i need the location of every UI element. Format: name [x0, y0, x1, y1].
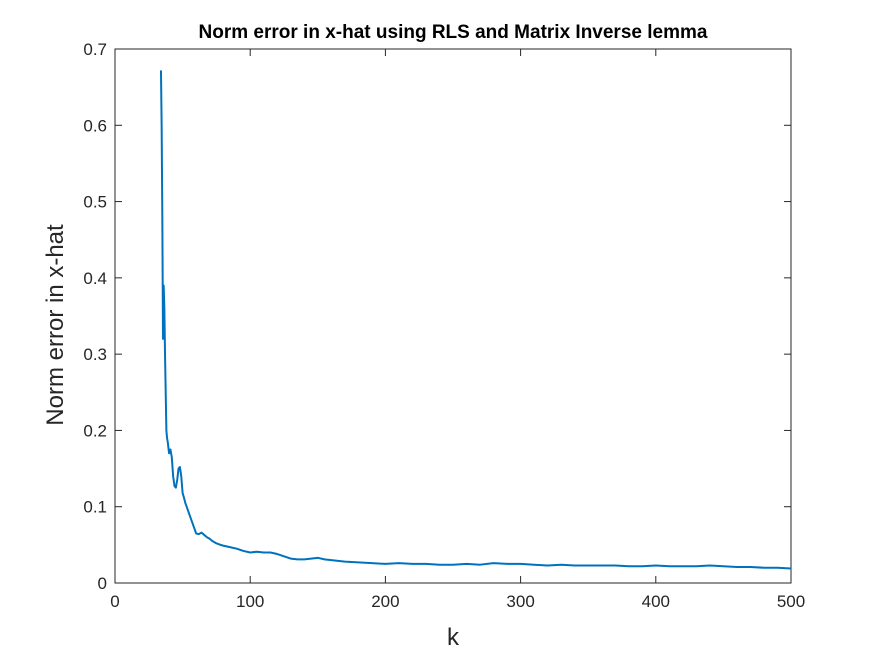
y-tick-label: 0.7 [83, 40, 107, 59]
x-tick-label: 0 [110, 592, 119, 611]
series-line-0 [159, 70, 792, 570]
series-group [159, 70, 792, 570]
y-tick-label: 0.1 [83, 498, 107, 517]
x-tick-label: 500 [777, 592, 805, 611]
y-tick-label: 0 [98, 574, 107, 593]
y-tick-label: 0.3 [83, 345, 107, 364]
x-tick-label: 300 [506, 592, 534, 611]
y-tick-label: 0.4 [83, 269, 107, 288]
x-tick-label: 100 [236, 592, 264, 611]
ticks-group: 0 100 200 300 400 500 0 0.1 0.2 0.3 0.4 0.5 0.6 0.7 [83, 40, 805, 611]
y-tick-label: 0.6 [83, 116, 107, 135]
y-axis-label: Norm error in x-hat [42, 224, 69, 426]
y-tick-label: 0.2 [83, 421, 107, 440]
plot-area [114, 48, 792, 584]
x-tick-label: 400 [642, 592, 670, 611]
x-axis-label: k [447, 624, 460, 651]
y-tick-label: 0.5 [83, 193, 107, 212]
x-tick-label: 200 [371, 592, 399, 611]
chart-title: Norm error in x-hat using RLS and Matrix… [199, 22, 708, 43]
